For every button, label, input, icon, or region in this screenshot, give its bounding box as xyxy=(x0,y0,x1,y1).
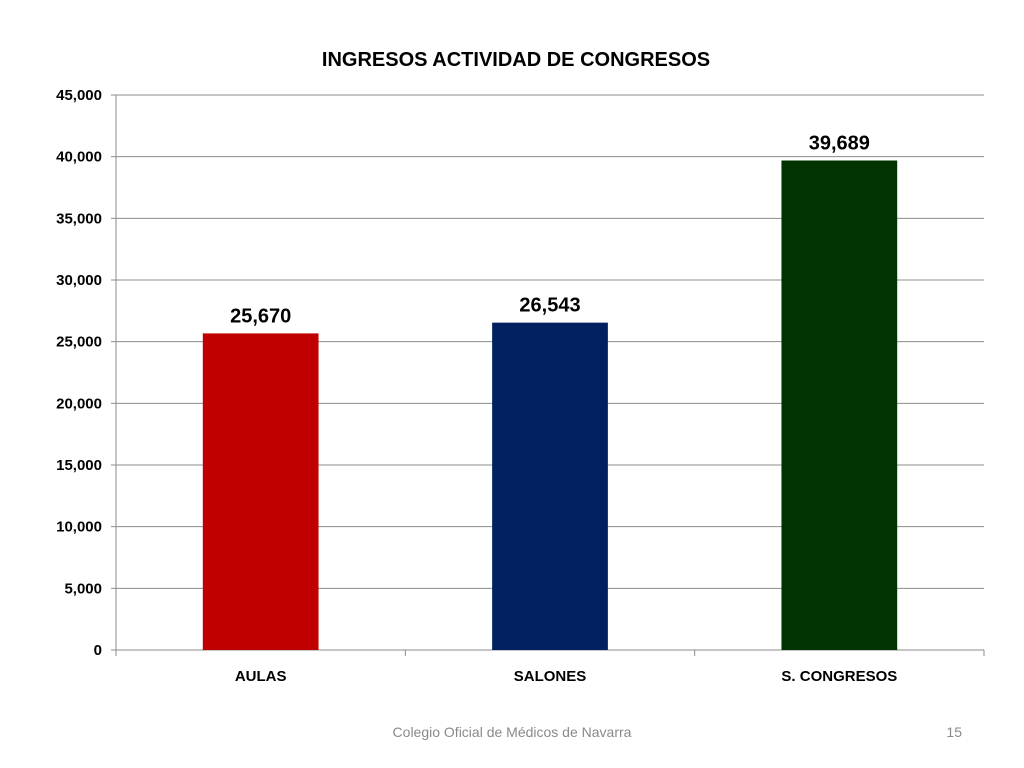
y-tick-label: 40,000 xyxy=(56,149,102,166)
x-tick-label: AULAS xyxy=(235,668,287,685)
bar-aulas xyxy=(202,333,319,650)
bar-s-congresos xyxy=(781,160,898,651)
y-tick-label: 5,000 xyxy=(64,580,102,597)
x-tick-label: S. CONGRESOS xyxy=(781,668,897,685)
y-tick-label: 10,000 xyxy=(56,519,102,536)
data-label: 39,689 xyxy=(809,133,870,155)
y-tick-label: 30,000 xyxy=(56,272,102,289)
y-tick-label: 20,000 xyxy=(56,395,102,412)
bars xyxy=(202,160,898,651)
y-tick-label: 0 xyxy=(94,642,102,659)
y-tick-label: 25,000 xyxy=(56,334,102,351)
bar-salones xyxy=(492,322,608,650)
page-number: 15 xyxy=(946,724,962,740)
data-labels: 25,670 26,543 39,689 xyxy=(230,133,870,328)
y-tick-label: 35,000 xyxy=(56,210,102,227)
x-tick-label: SALONES xyxy=(514,668,587,685)
tick-labels: 0 5,000 10,000 15,000 20,000 25,000 30,000 35,0… xyxy=(56,87,897,685)
chart-title: INGRESOS ACTIVIDAD DE CONGRESOS xyxy=(322,49,710,71)
y-tick-label: 45,000 xyxy=(56,87,102,104)
footer-organization: Colegio Oficial de Médicos de Navarra xyxy=(392,724,632,740)
data-label: 25,670 xyxy=(230,305,291,327)
y-tick-label: 15,000 xyxy=(56,457,102,474)
data-label: 26,543 xyxy=(519,295,580,317)
